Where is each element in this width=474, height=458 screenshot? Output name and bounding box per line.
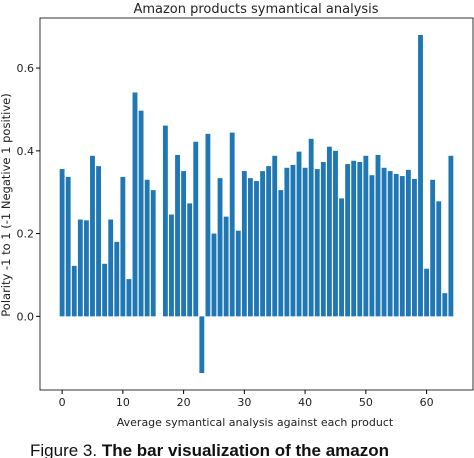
caption: Figure 3. The bar visualization of the a… — [30, 441, 389, 458]
bar — [412, 178, 417, 317]
x-tick-label: 20 — [177, 396, 191, 409]
bar — [108, 219, 114, 317]
bar — [162, 125, 168, 317]
plot-frame — [39, 17, 474, 391]
bar — [308, 138, 314, 317]
x-tick-label: 30 — [237, 396, 251, 409]
bar — [77, 219, 83, 317]
bar — [90, 155, 95, 317]
bar — [339, 198, 344, 317]
bar — [223, 216, 229, 317]
bar — [448, 155, 454, 317]
bar — [175, 154, 180, 317]
y-tick-label: 0.2 — [17, 228, 35, 241]
bar — [102, 263, 108, 317]
bar — [132, 92, 138, 317]
caption-text: The bar visualization of the amazon — [102, 441, 389, 458]
bar — [260, 171, 266, 317]
bar — [302, 167, 308, 317]
bar — [241, 171, 247, 317]
x-tick-label: 50 — [359, 396, 373, 409]
bar — [120, 176, 126, 317]
y-tick-label: 0.4 — [17, 145, 35, 158]
x-tick-label: 40 — [298, 396, 312, 409]
bar — [290, 164, 296, 317]
bar — [387, 171, 393, 317]
bar — [369, 175, 375, 317]
bar — [205, 133, 211, 317]
y-axis-label: Polarity -1 to 1 (-1 Negative 1 positive… — [0, 93, 13, 316]
bar — [357, 162, 363, 317]
bar — [345, 164, 351, 317]
bar — [296, 151, 302, 317]
bar — [272, 155, 278, 317]
bar — [418, 34, 423, 317]
bar — [150, 190, 156, 317]
caption-label: Figure 3. — [30, 441, 97, 458]
bar — [278, 190, 284, 317]
bar — [375, 154, 381, 317]
bar — [284, 167, 290, 317]
bar — [114, 241, 120, 317]
bar — [199, 316, 205, 374]
bar — [144, 179, 150, 317]
bar — [211, 233, 217, 317]
bar — [187, 203, 193, 317]
bar — [430, 179, 436, 317]
bar — [333, 150, 338, 317]
bar — [169, 214, 174, 317]
x-tick-label: 10 — [116, 396, 130, 409]
bar — [405, 169, 411, 317]
bar — [126, 279, 132, 317]
bar — [266, 166, 272, 317]
bar — [424, 268, 430, 317]
bar — [96, 166, 101, 317]
bar — [217, 178, 223, 317]
bar — [254, 181, 259, 317]
bar — [65, 176, 71, 317]
bar — [314, 169, 320, 317]
bar — [436, 201, 442, 317]
bar — [181, 171, 187, 317]
bar — [363, 155, 369, 317]
bar — [193, 141, 199, 317]
bar — [326, 146, 332, 317]
bar — [138, 110, 144, 317]
bar — [393, 174, 399, 317]
chart-title: Amazon products symantical analysis — [133, 2, 378, 17]
bar — [83, 220, 89, 317]
x-axis-label: Average symantical analysis against each… — [117, 416, 394, 429]
y-tick-label: 0.6 — [17, 62, 35, 75]
bar — [381, 167, 387, 317]
x-tick-label: 60 — [420, 396, 434, 409]
bar — [59, 169, 65, 317]
bar — [351, 160, 357, 317]
bar — [320, 162, 326, 317]
bar — [442, 293, 448, 317]
bar — [235, 230, 241, 317]
bar — [229, 132, 235, 317]
x-tick-label: 0 — [59, 396, 66, 409]
bar — [247, 178, 253, 317]
y-tick-label: 0.0 — [17, 310, 35, 323]
bar — [399, 176, 405, 317]
bar — [71, 265, 77, 317]
